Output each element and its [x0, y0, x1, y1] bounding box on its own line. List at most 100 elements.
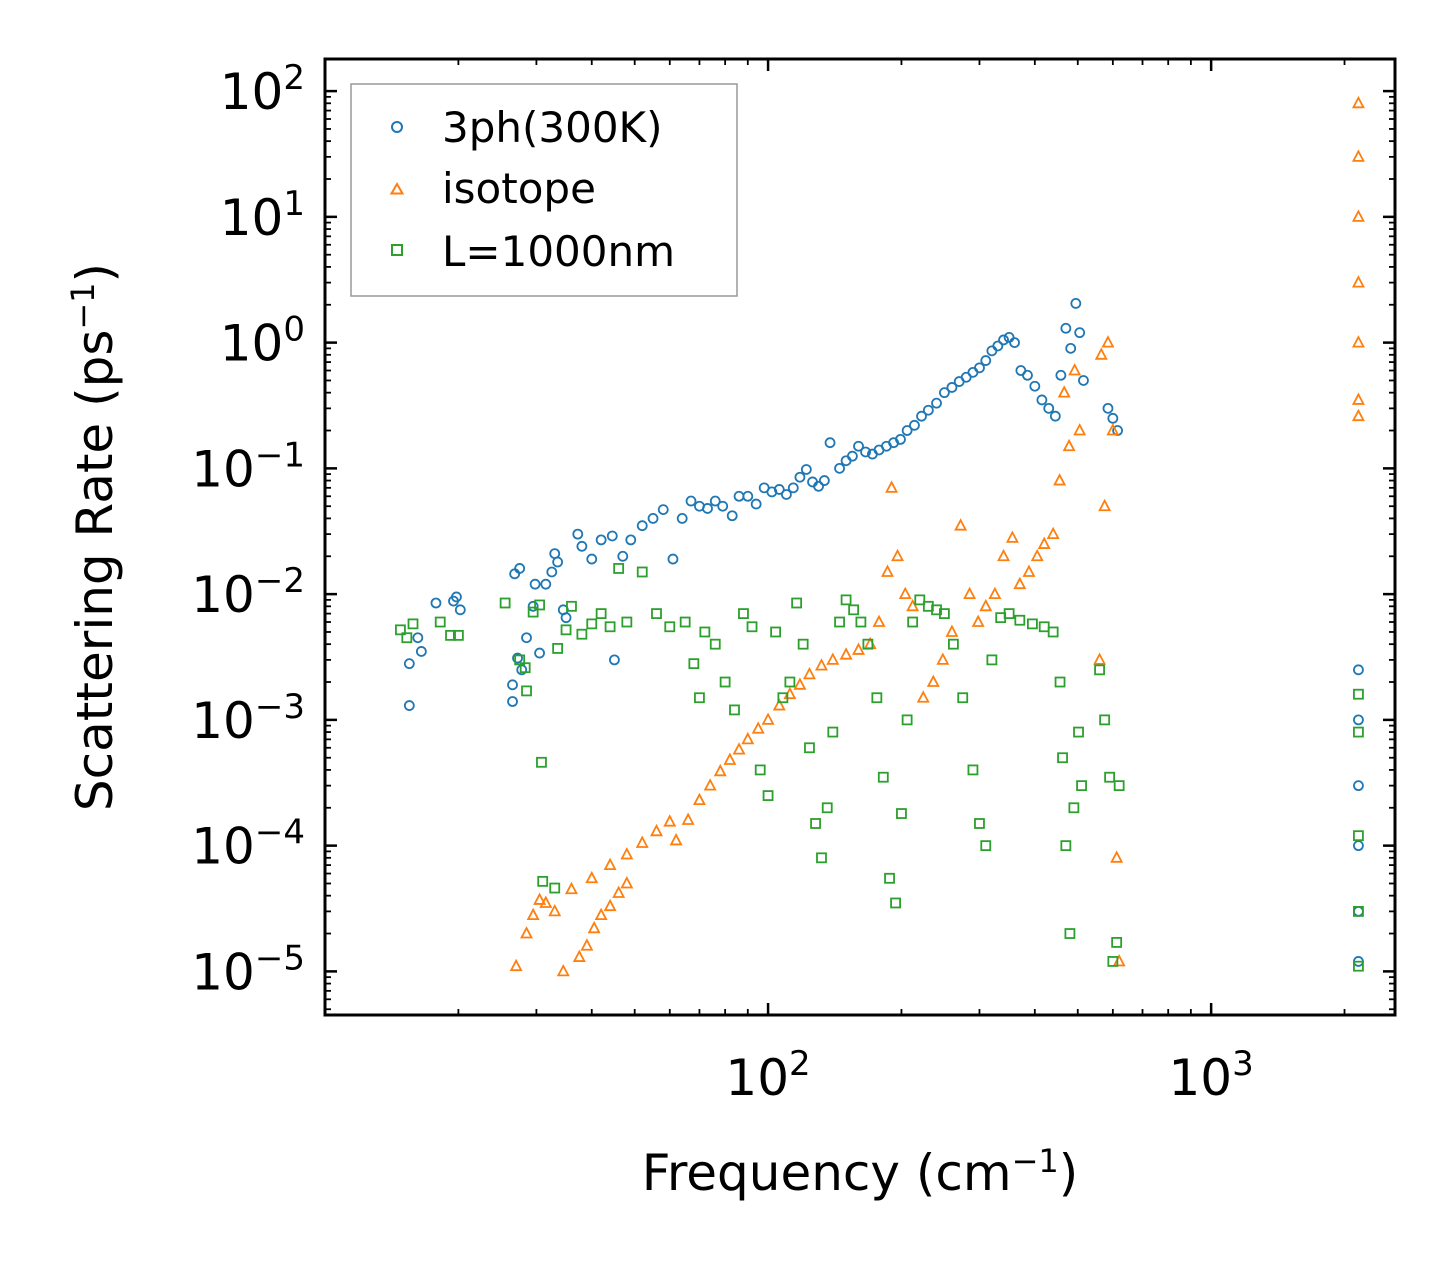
data-point-3ph — [1022, 369, 1033, 381]
y-tick-label-base: 10 — [191, 440, 255, 498]
data-point-3ph — [529, 578, 541, 590]
data-point-isotope — [533, 892, 547, 905]
data-point-3ph — [726, 510, 738, 522]
data-point-isotope — [1062, 438, 1076, 452]
y-tick-label-base: 10 — [191, 566, 255, 624]
data-point-l1000nm — [1060, 840, 1072, 852]
data-point-3ph — [595, 534, 607, 546]
data-point-isotope — [1053, 473, 1067, 486]
data-point-3ph — [773, 484, 785, 495]
data-point-l1000nm — [1353, 726, 1364, 738]
y-tick-label: 10−5 — [191, 938, 305, 1001]
data-point-isotope — [936, 652, 950, 665]
data-point-l1000nm — [1054, 676, 1066, 688]
data-point-3ph — [938, 387, 950, 399]
legend-box — [350, 83, 738, 297]
data-point-isotope — [1351, 335, 1365, 348]
data-point-3ph — [834, 462, 845, 474]
data-point-3ph — [1074, 327, 1086, 339]
data-point-3ph — [552, 556, 564, 568]
data-point-3ph — [1353, 664, 1364, 676]
data-point-3ph — [901, 425, 913, 436]
data-point-l1000nm — [896, 808, 907, 819]
data-point-isotope — [872, 614, 886, 627]
data-point-isotope — [526, 907, 540, 921]
y-tick-label: 10−2 — [191, 561, 305, 624]
data-point-l1000nm — [679, 616, 691, 628]
data-point-l1000nm — [797, 638, 809, 650]
data-point-3ph — [1353, 840, 1364, 852]
data-point-3ph — [516, 664, 528, 676]
data-point-3ph — [1049, 410, 1061, 422]
y-tick-label-exp: −2 — [255, 561, 305, 601]
data-point-isotope — [1022, 564, 1036, 577]
data-point-isotope — [594, 907, 608, 921]
y-tick-label-exp: −5 — [255, 938, 305, 978]
data-point-l1000nm — [754, 764, 766, 776]
data-point-3ph — [766, 486, 778, 498]
y-axis-label-sup: −1 — [64, 282, 102, 329]
data-point-isotope — [1093, 652, 1107, 665]
data-point-l1000nm — [1353, 830, 1364, 842]
x-axis-label: Frequency (cm−1) — [642, 1142, 1079, 1202]
y-tick-label: 10−4 — [191, 813, 305, 876]
y-tick-label-exp: −3 — [255, 687, 305, 727]
data-point-l1000nm — [770, 626, 782, 638]
data-point-3ph — [1353, 714, 1364, 726]
data-point-l1000nm — [595, 608, 607, 620]
data-point-l1000nm — [499, 597, 511, 609]
data-point-l1000nm — [804, 742, 815, 754]
data-point-isotope — [1351, 275, 1365, 288]
y-tick-label: 100 — [220, 310, 305, 373]
y-tick-label: 102 — [220, 58, 305, 121]
data-point-3ph — [1353, 780, 1364, 792]
data-point-isotope — [898, 586, 912, 600]
data-point-isotope — [1110, 850, 1124, 863]
data-point-l1000nm — [791, 597, 803, 609]
y-tick-label: 101 — [220, 184, 305, 247]
data-point-3ph — [931, 397, 942, 409]
data-point-3ph — [1036, 394, 1048, 406]
data-point-isotope — [548, 903, 562, 917]
data-point-3ph — [507, 696, 518, 707]
data-point-l1000nm — [1073, 726, 1084, 738]
data-point-isotope — [1005, 530, 1019, 543]
data-point-3ph — [787, 482, 799, 494]
data-point-3ph — [415, 646, 427, 657]
data-point-l1000nm — [560, 624, 572, 636]
data-point-l1000nm — [948, 638, 959, 650]
data-point-3ph — [1009, 337, 1020, 349]
data-point-l1000nm — [901, 714, 913, 726]
data-point-3ph — [403, 700, 415, 711]
data-point-l1000nm — [651, 608, 662, 620]
data-point-3ph — [800, 464, 812, 475]
data-point-l1000nm — [452, 629, 464, 641]
data-point-isotope — [572, 949, 586, 962]
data-point-l1000nm — [434, 616, 446, 628]
x-tick-label: 103 — [1169, 1044, 1254, 1107]
data-point-3ph — [676, 513, 688, 524]
data-point-l1000nm — [534, 599, 545, 611]
data-point-3ph — [1055, 369, 1067, 381]
data-point-l1000nm — [810, 818, 821, 829]
data-point-isotope — [906, 598, 920, 612]
data-point-l1000nm — [586, 618, 598, 630]
data-point-isotope — [520, 926, 534, 939]
data-point-l1000nm — [613, 563, 625, 574]
y-tick-label-base: 10 — [220, 315, 284, 373]
data-point-isotope — [1073, 423, 1087, 436]
data-point-l1000nm — [1076, 780, 1087, 792]
data-point-isotope — [761, 712, 775, 725]
data-point-isotope — [556, 963, 570, 977]
x-axis-label-text: Frequency (cm — [642, 1144, 1012, 1202]
legend-item-3ph: 3ph(300K) — [391, 103, 662, 152]
data-point-l1000nm — [1057, 752, 1068, 764]
data-point-l1000nm — [967, 764, 979, 776]
data-point-l1000nm — [980, 840, 992, 852]
y-tick-label-base: 10 — [191, 818, 255, 876]
data-point-isotope — [945, 624, 959, 637]
x-tick-label-exp: 2 — [789, 1044, 811, 1084]
data-point-isotope — [1013, 576, 1027, 590]
data-point-3ph — [1060, 322, 1072, 334]
data-point-3ph — [818, 475, 830, 486]
